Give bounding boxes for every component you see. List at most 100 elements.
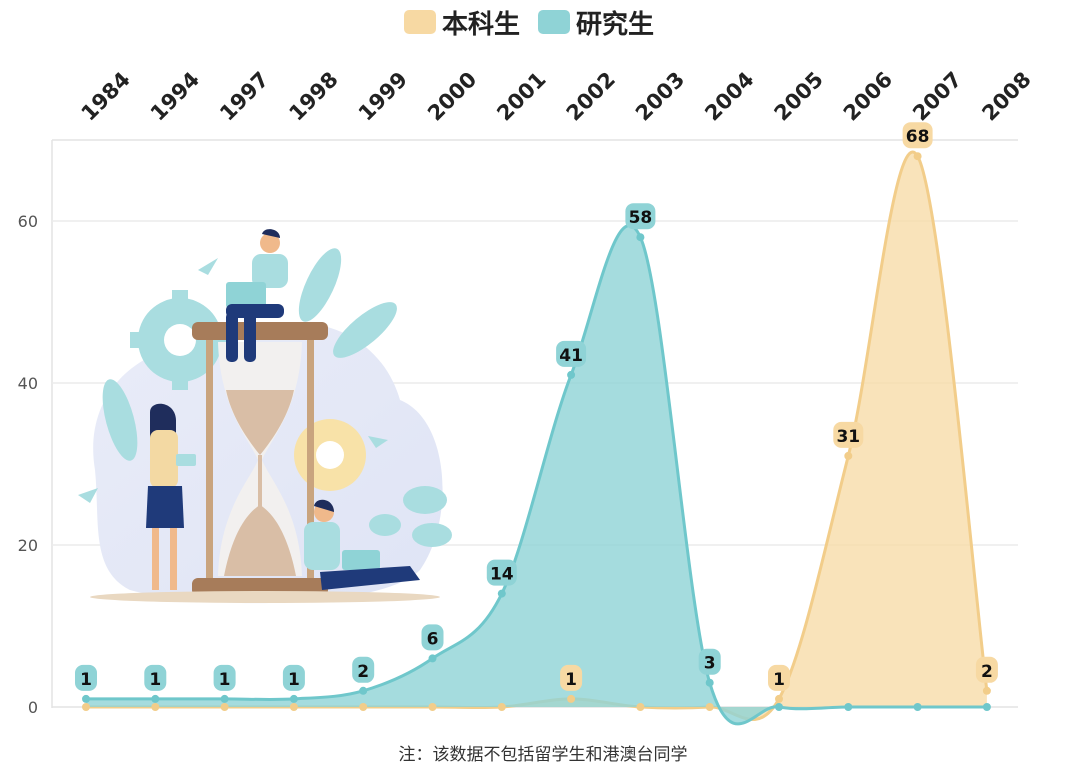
leaf-icon — [102, 248, 452, 547]
person-on-laptop-icon — [226, 229, 288, 362]
data-label-badge — [625, 203, 656, 230]
legend-item-graduate[interactable]: 研究生 — [538, 9, 654, 40]
data-point[interactable] — [82, 703, 90, 711]
data-label: 2 — [981, 662, 993, 682]
data-point[interactable] — [220, 703, 229, 711]
x-tick-label: 2006 — [839, 67, 897, 125]
data-labels: 1 1 31 68 2 1 1 1 1 2 6 14 41 58 3 — [75, 122, 998, 691]
data-point[interactable] — [705, 678, 714, 687]
footnote: 注：该数据不包括留学生和港澳台同学 — [399, 745, 688, 765]
gear-icon — [294, 419, 366, 491]
data-label: 1 — [219, 670, 231, 690]
data-point[interactable] — [289, 694, 298, 703]
data-point[interactable] — [705, 703, 714, 711]
data-label: 1 — [149, 670, 161, 690]
series-points — [82, 152, 991, 711]
x-tick-label: 2002 — [562, 67, 620, 125]
data-label: 1 — [565, 670, 577, 690]
data-label: 1 — [80, 670, 92, 690]
data-point[interactable] — [913, 152, 922, 161]
legend-swatch-graduate — [538, 10, 570, 34]
data-label-badge — [421, 624, 444, 651]
hourglass-illustration — [78, 229, 452, 604]
data-label: 58 — [629, 208, 653, 228]
data-label-badge — [75, 664, 97, 691]
data-label-badge — [975, 656, 998, 683]
data-label-badge — [768, 664, 790, 691]
data-point[interactable] — [359, 686, 368, 695]
legend: 本科生 研究生 — [404, 9, 654, 40]
legend-label-undergrad: 本科生 — [442, 10, 520, 40]
legend-swatch-undergrad — [404, 10, 436, 34]
x-tick-label: 2004 — [700, 67, 758, 125]
data-point[interactable] — [775, 694, 783, 703]
y-tick-label: 0 — [28, 698, 38, 717]
legend-item-undergrad[interactable]: 本科生 — [404, 10, 520, 40]
data-label: 41 — [559, 346, 583, 366]
x-tick-label: 1994 — [146, 67, 204, 125]
legend-label-graduate: 研究生 — [576, 9, 654, 40]
data-point[interactable] — [220, 694, 229, 703]
data-point[interactable] — [82, 694, 90, 703]
data-label-badge — [902, 122, 933, 149]
data-label: 1 — [288, 670, 300, 690]
data-label-badge — [560, 664, 583, 691]
data-point[interactable] — [567, 370, 576, 379]
data-point[interactable] — [636, 703, 645, 711]
data-point[interactable] — [497, 703, 506, 711]
data-label: 14 — [490, 565, 514, 585]
y-tick-label: 20 — [18, 536, 38, 555]
data-point[interactable] — [982, 686, 991, 695]
series-area — [86, 225, 987, 724]
sitting-man-icon — [304, 499, 420, 590]
gear-icon — [130, 290, 230, 390]
standing-woman-icon — [146, 403, 196, 590]
data-label-badge — [698, 648, 721, 675]
data-point[interactable] — [844, 703, 853, 711]
data-point[interactable] — [567, 694, 576, 703]
x-tick-label: 1997 — [215, 67, 273, 125]
x-tick-label: 2003 — [631, 67, 689, 125]
data-point[interactable] — [151, 694, 160, 703]
data-label: 2 — [357, 662, 369, 682]
data-label: 68 — [906, 127, 930, 147]
background-blob — [93, 323, 443, 604]
data-label: 3 — [704, 654, 716, 674]
ground-shadow — [90, 591, 440, 603]
x-tick-label: 2005 — [770, 67, 828, 125]
data-label-badge — [144, 664, 167, 691]
data-label-badge — [556, 340, 587, 367]
series-area — [86, 152, 987, 720]
y-tick-label: 40 — [18, 374, 38, 393]
x-axis: 1984 1994 1997 1998 1999 2000 2001 2002 2003 2004… — [77, 67, 1036, 125]
data-label-badge — [833, 421, 864, 448]
data-point[interactable] — [428, 654, 437, 663]
y-tick-label: 60 — [18, 212, 38, 231]
data-point[interactable] — [359, 703, 368, 711]
y-axis: 60 40 20 0 — [18, 212, 38, 717]
data-label-badge — [486, 559, 517, 586]
x-tick-label: 2001 — [492, 67, 550, 125]
data-point[interactable] — [497, 589, 506, 598]
x-tick-label: 2000 — [423, 67, 481, 125]
data-label-badge — [352, 656, 375, 683]
data-point[interactable] — [844, 451, 853, 460]
data-point[interactable] — [636, 233, 645, 242]
data-point[interactable] — [428, 703, 437, 711]
data-point[interactable] — [775, 703, 783, 711]
x-tick-label: 1999 — [354, 67, 412, 125]
data-label: 6 — [427, 629, 439, 649]
data-point[interactable] — [982, 703, 991, 711]
x-tick-label: 2007 — [908, 67, 966, 125]
data-label-badge — [282, 664, 305, 691]
data-point[interactable] — [289, 703, 298, 711]
data-label: 31 — [836, 427, 860, 447]
data-label-badge — [213, 664, 236, 691]
x-tick-label: 1984 — [77, 67, 135, 125]
paper-plane-icon — [78, 258, 388, 503]
data-point[interactable] — [151, 703, 160, 711]
data-label: 1 — [773, 670, 785, 690]
x-tick-label: 1998 — [284, 67, 342, 125]
data-point[interactable] — [913, 703, 922, 711]
